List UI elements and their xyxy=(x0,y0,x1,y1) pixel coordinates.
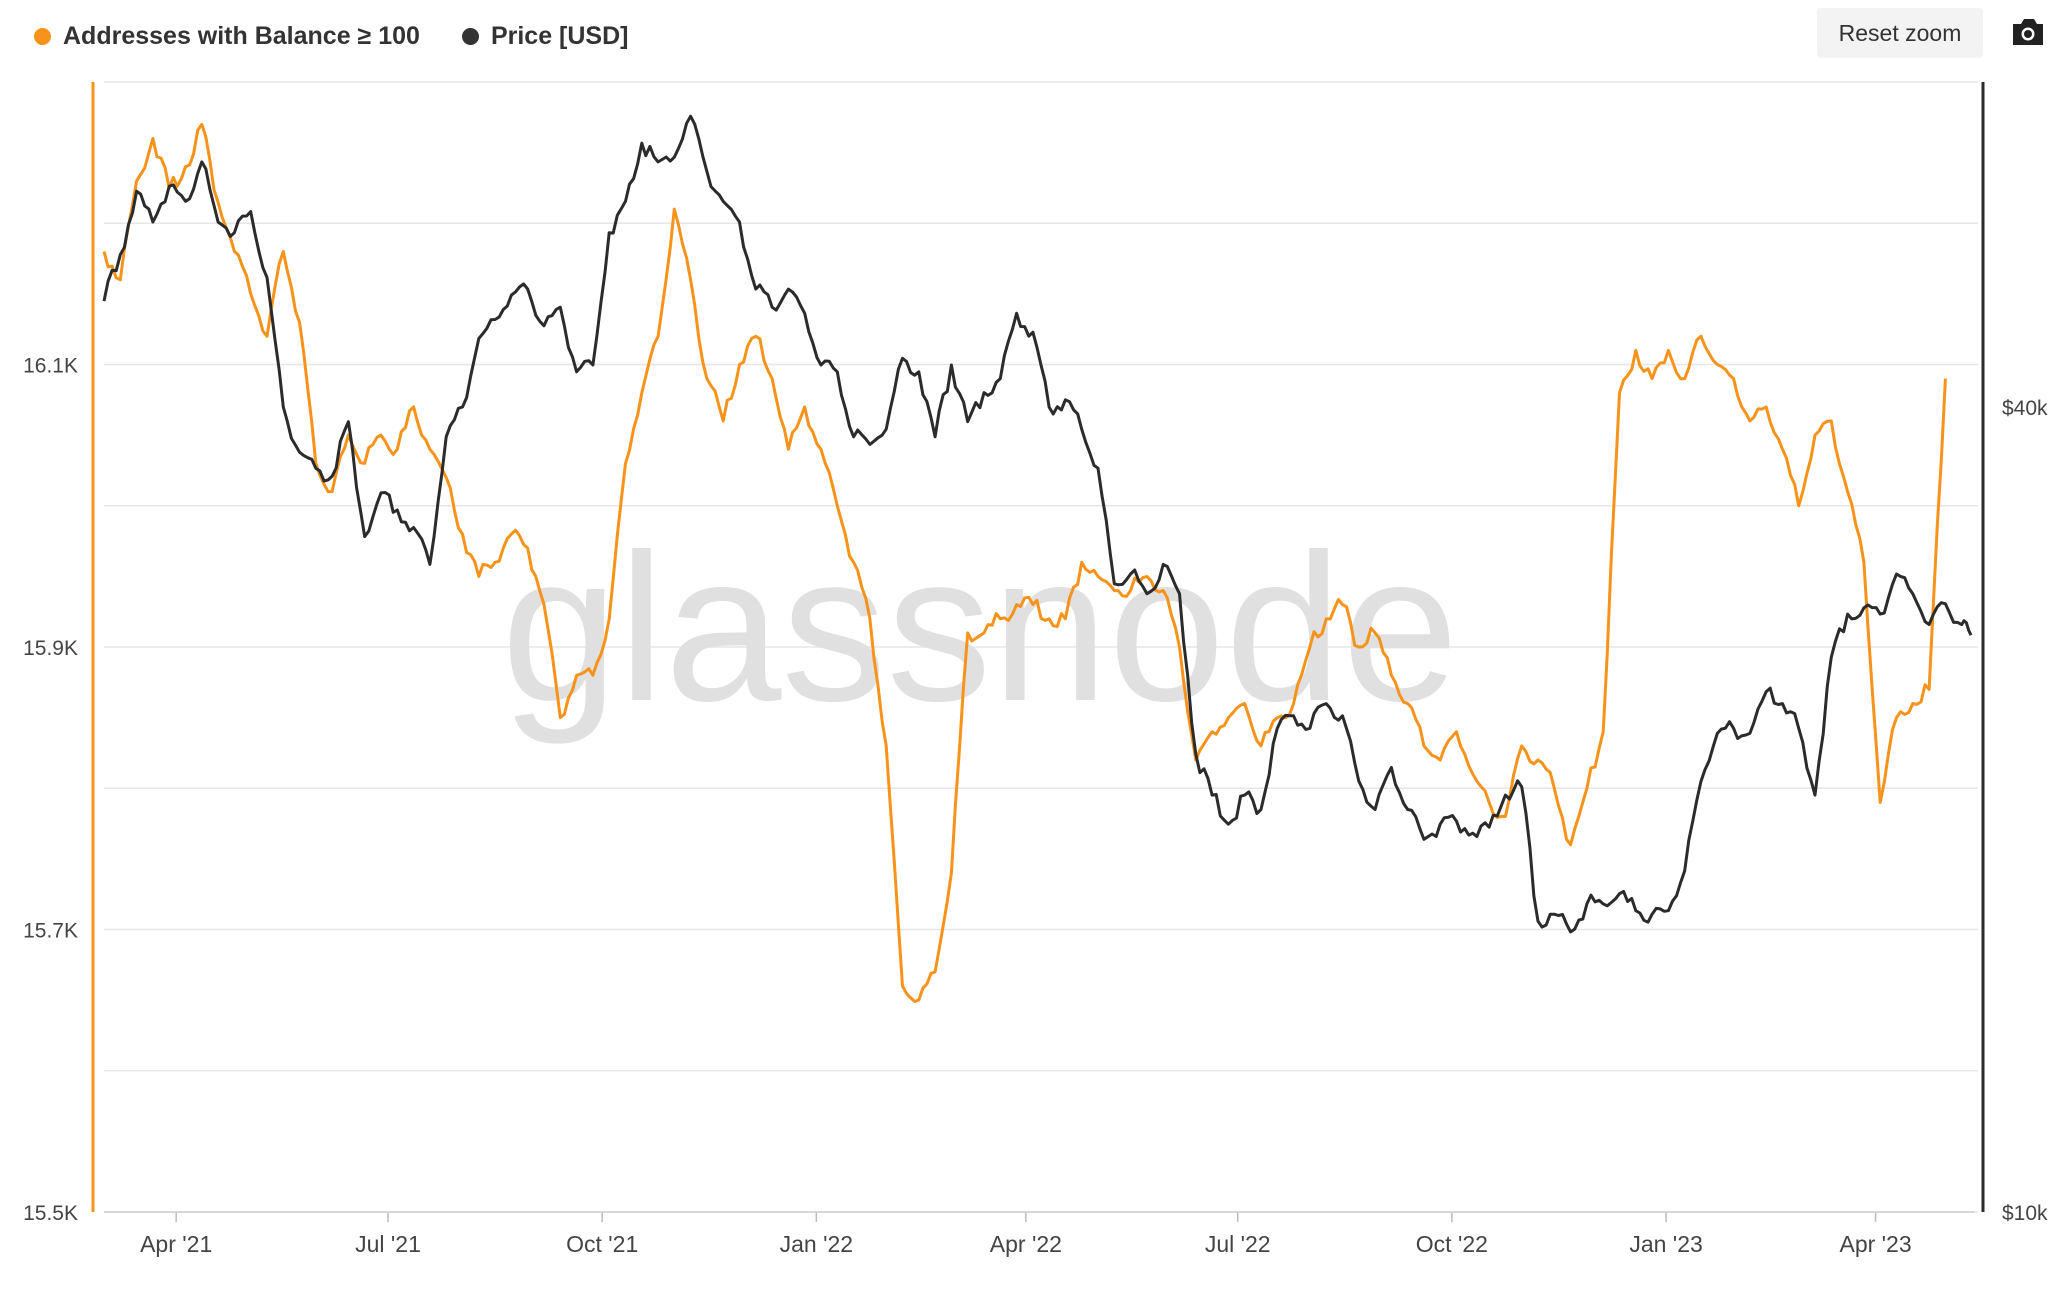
series-lines xyxy=(102,114,1973,1003)
x-tick-label: Apr '21 xyxy=(140,1231,212,1257)
legend-label-price: Price [USD] xyxy=(490,22,629,50)
x-tick-label: Jan '23 xyxy=(1629,1231,1702,1257)
x-tick-label: Jan '22 xyxy=(780,1231,853,1257)
y-left-tick-label: 16.1K xyxy=(23,355,78,378)
legend-item-addresses[interactable]: Addresses with Balance ≥ 100 xyxy=(34,22,420,51)
series-line-addresses[interactable] xyxy=(102,122,1947,1003)
legend-item-price[interactable]: Price [USD] xyxy=(461,22,629,51)
y-right-tick-label: $40k xyxy=(2002,397,2048,420)
reset-zoom-button[interactable]: Reset zoom xyxy=(1817,8,1983,58)
watermark: glassnode xyxy=(501,510,1458,745)
legend-dot-price xyxy=(461,28,479,45)
y-left-tick-label: 15.5K xyxy=(23,1202,78,1225)
x-tick-label: Oct '21 xyxy=(566,1231,638,1257)
x-tick-label: Apr '22 xyxy=(990,1231,1062,1257)
x-tick-label: Jul '22 xyxy=(1205,1231,1271,1257)
y-left-tick-label: 15.7K xyxy=(23,920,78,943)
camera-icon[interactable] xyxy=(2010,16,2046,48)
y-left-tick-label: 15.9K xyxy=(23,637,78,660)
axis-labels: 16.1K 15.9K 15.7K 15.5K $40k $10k Apr '21 Jul '… xyxy=(23,355,2048,1258)
x-tick-label: Jul '21 xyxy=(355,1231,421,1257)
series-line-price[interactable] xyxy=(102,114,1973,934)
legend-dot-addresses xyxy=(34,28,51,45)
y-right-tick-label: $10k xyxy=(2002,1202,2048,1225)
legend-label-addresses: Addresses with Balance ≥ 100 xyxy=(63,22,420,50)
legend: Addresses with Balance ≥ 100 Price [USD] xyxy=(34,22,628,51)
grid-lines xyxy=(104,81,1978,1213)
axes xyxy=(91,82,1985,1222)
x-tick-label: Apr '23 xyxy=(1839,1231,1911,1257)
x-tick-label: Oct '22 xyxy=(1416,1231,1488,1257)
